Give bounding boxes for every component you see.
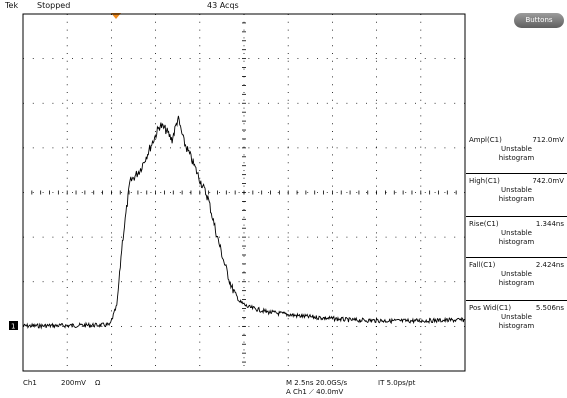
measurement-status: Unstable: [501, 229, 532, 237]
measurement-label: Fall(C1): [469, 261, 496, 269]
measurement-divider: [466, 300, 567, 301]
coupling-icon: Ω: [95, 379, 101, 387]
measurement-note: histogram: [498, 154, 535, 162]
measurement-status: Unstable: [501, 270, 532, 278]
measurement-status: Unstable: [501, 186, 532, 194]
measurement-item[interactable]: Rise(C1) 1.344ns Unstable histogram: [466, 220, 567, 247]
measurement-label: Ampl(C1): [469, 136, 502, 144]
measurement-note: histogram: [498, 279, 535, 287]
brand-label: Tek: [5, 1, 19, 10]
sample-interval-readout: IT 5.0ps/pt: [378, 379, 416, 387]
acquisition-status: Stopped: [37, 1, 71, 10]
vertical-scale[interactable]: 200mV: [61, 379, 86, 387]
channel-1-marker: [9, 321, 18, 330]
acquisition-count: 43 Acqs: [207, 1, 239, 10]
timebase-readout[interactable]: M 2.5ns 20.0GS/s: [286, 379, 348, 387]
measurement-value: 742.0mV: [532, 177, 564, 185]
waveform-trace: [22, 115, 465, 330]
measurement-note: histogram: [498, 238, 535, 246]
measurement-note: histogram: [498, 322, 535, 330]
measurement-item[interactable]: Ampl(C1) 712.0mV Unstable histogram: [466, 136, 567, 163]
trigger-readout[interactable]: A Ch1 ⟋ 40.0mV: [286, 388, 344, 396]
measurement-item[interactable]: High(C1) 742.0mV Unstable histogram: [466, 177, 567, 204]
buttons-button[interactable]: Buttons: [514, 13, 564, 28]
measurement-label: Rise(C1): [469, 220, 499, 228]
measurement-divider: [466, 216, 567, 217]
measurement-label: High(C1): [469, 177, 500, 185]
channel-1-marker-label: 1: [11, 323, 15, 331]
measurement-value: 2.424ns: [535, 261, 564, 269]
measurement-value: 712.0mV: [532, 136, 564, 144]
measurement-divider: [466, 257, 567, 258]
trigger-position-marker[interactable]: [111, 13, 121, 19]
measurement-note: histogram: [498, 195, 535, 203]
measurement-item[interactable]: Pos Wid(C1) 5.506ns Unstable histogram: [466, 304, 567, 331]
measurement-label: Pos Wid(C1): [469, 304, 512, 312]
measurement-value: 1.344ns: [535, 220, 564, 228]
measurement-status: Unstable: [501, 145, 532, 153]
status-bar: Tek Stopped 43 Acqs: [0, 0, 567, 14]
measurement-item[interactable]: Fall(C1) 2.424ns Unstable histogram: [466, 261, 567, 288]
measurement-divider: [466, 173, 567, 174]
measurement-status: Unstable: [501, 313, 532, 321]
channel-label[interactable]: Ch1: [23, 379, 37, 387]
measurement-value: 5.506ns: [535, 304, 564, 312]
